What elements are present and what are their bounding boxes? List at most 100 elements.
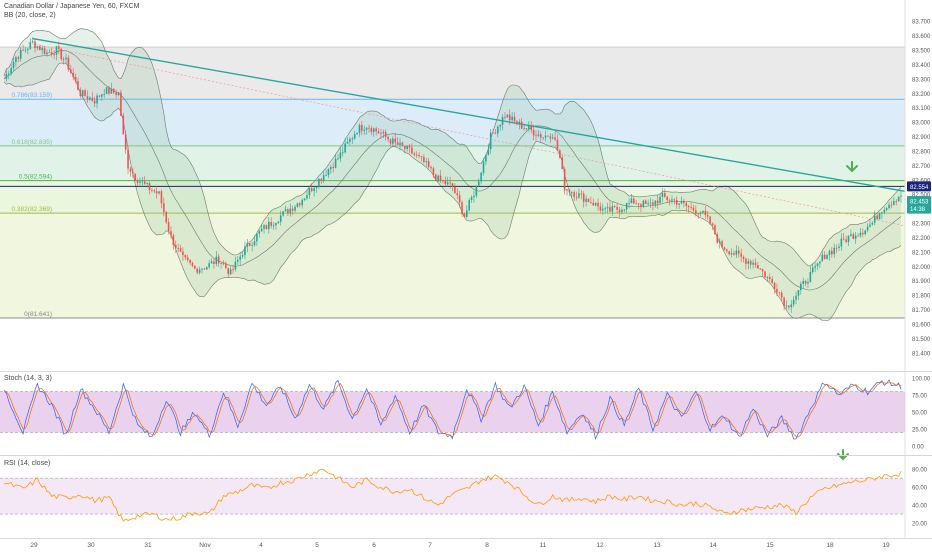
candle-body bbox=[163, 203, 165, 213]
candle-body bbox=[759, 268, 762, 270]
fib-zone bbox=[0, 213, 905, 319]
candle-body bbox=[303, 198, 306, 200]
candle-body bbox=[351, 138, 354, 140]
candle-body bbox=[84, 90, 86, 97]
candle-body bbox=[862, 232, 864, 235]
candle-body bbox=[291, 208, 294, 211]
candle-body bbox=[885, 208, 888, 210]
candle-body bbox=[143, 181, 146, 184]
candle-body bbox=[716, 234, 719, 243]
candle-body bbox=[96, 95, 98, 104]
candle-body bbox=[656, 200, 659, 204]
candle-body bbox=[761, 268, 764, 272]
candle-body bbox=[714, 225, 716, 235]
price-tick-label: 82.500 bbox=[912, 193, 931, 199]
candle-body bbox=[93, 100, 96, 104]
stoch-tick-label: 50.00 bbox=[912, 411, 928, 417]
candle-body bbox=[499, 124, 502, 127]
time-tick-label: 18 bbox=[826, 542, 834, 549]
time-tick-label: 14 bbox=[709, 542, 717, 549]
candle-body bbox=[821, 254, 824, 262]
fib-zone bbox=[0, 47, 905, 100]
price-tick-label: 82.000 bbox=[912, 265, 931, 271]
candle-body bbox=[675, 200, 678, 205]
candle-body bbox=[623, 209, 626, 211]
fib-level-label: 0.618(82.835) bbox=[12, 139, 52, 146]
candle-body bbox=[174, 244, 177, 249]
candle-body bbox=[780, 292, 783, 298]
candle-body bbox=[270, 221, 272, 226]
candle-body bbox=[294, 206, 296, 211]
candle-body bbox=[384, 131, 387, 137]
candle-body bbox=[845, 239, 847, 242]
price-tick-label: 83.500 bbox=[912, 49, 931, 55]
candle-body bbox=[804, 281, 807, 284]
candle-body bbox=[134, 173, 137, 181]
price-tick-label: 82.700 bbox=[912, 164, 931, 170]
pane-separator bbox=[0, 371, 932, 372]
candle-body bbox=[621, 209, 623, 213]
candle-body bbox=[785, 305, 788, 307]
candle-body bbox=[797, 290, 800, 296]
candle-body bbox=[263, 225, 265, 229]
price-tick-label: 81.600 bbox=[912, 322, 931, 328]
candle-body bbox=[349, 138, 351, 142]
price-label-text: 82.554 bbox=[910, 185, 929, 191]
candle-body bbox=[50, 52, 53, 55]
candle-body bbox=[220, 263, 222, 264]
candle-body bbox=[680, 200, 683, 204]
candle-body bbox=[771, 278, 773, 283]
bollinger-band-fill bbox=[4, 28, 901, 321]
candle-body bbox=[232, 269, 234, 271]
candle-body bbox=[690, 207, 692, 208]
candle-body bbox=[170, 231, 172, 236]
candle-body bbox=[215, 256, 218, 264]
candle-body bbox=[256, 233, 258, 242]
candle-body bbox=[776, 288, 778, 293]
stoch-tick-label: 75.00 bbox=[912, 394, 928, 400]
candle-body bbox=[110, 88, 113, 94]
candle-body bbox=[792, 299, 795, 305]
candle-body bbox=[196, 268, 199, 273]
candle-body bbox=[27, 48, 29, 50]
time-tick-label: 8 bbox=[485, 542, 489, 549]
candle-body bbox=[654, 200, 657, 205]
candle-body bbox=[372, 128, 375, 132]
dashed-trendline bbox=[27, 42, 906, 227]
candle-body bbox=[735, 250, 738, 255]
candle-body bbox=[809, 271, 812, 283]
candle-body bbox=[709, 216, 711, 224]
candle-body bbox=[7, 73, 10, 75]
candle-body bbox=[835, 247, 838, 249]
candle-body bbox=[260, 228, 263, 232]
candle-body bbox=[41, 48, 43, 51]
candle-body bbox=[132, 171, 134, 174]
stoch-d-line bbox=[3, 381, 902, 438]
candle-body bbox=[365, 127, 368, 130]
candle-body bbox=[742, 256, 745, 259]
candle-body bbox=[747, 261, 750, 264]
down-arrow-icon bbox=[846, 161, 858, 173]
candle-body bbox=[210, 261, 213, 264]
candle-body bbox=[642, 200, 645, 207]
time-tick-label: 30 bbox=[87, 542, 95, 549]
candle-body bbox=[454, 186, 456, 194]
price-tick-label: 81.800 bbox=[912, 294, 931, 300]
candle-body bbox=[191, 262, 194, 266]
candle-body bbox=[718, 241, 721, 243]
candle-body bbox=[279, 215, 282, 222]
candle-body bbox=[146, 183, 148, 184]
candle-body bbox=[492, 132, 494, 134]
candle-body bbox=[182, 251, 184, 256]
candle-body bbox=[55, 46, 58, 55]
candle-body bbox=[411, 147, 413, 154]
candle-body bbox=[649, 202, 652, 204]
candle-body bbox=[618, 209, 621, 213]
candle-body bbox=[275, 223, 277, 226]
candle-body bbox=[60, 48, 63, 60]
candle-body bbox=[282, 211, 284, 216]
candle-body bbox=[69, 69, 72, 73]
time-tick-label: 12 bbox=[596, 542, 604, 549]
